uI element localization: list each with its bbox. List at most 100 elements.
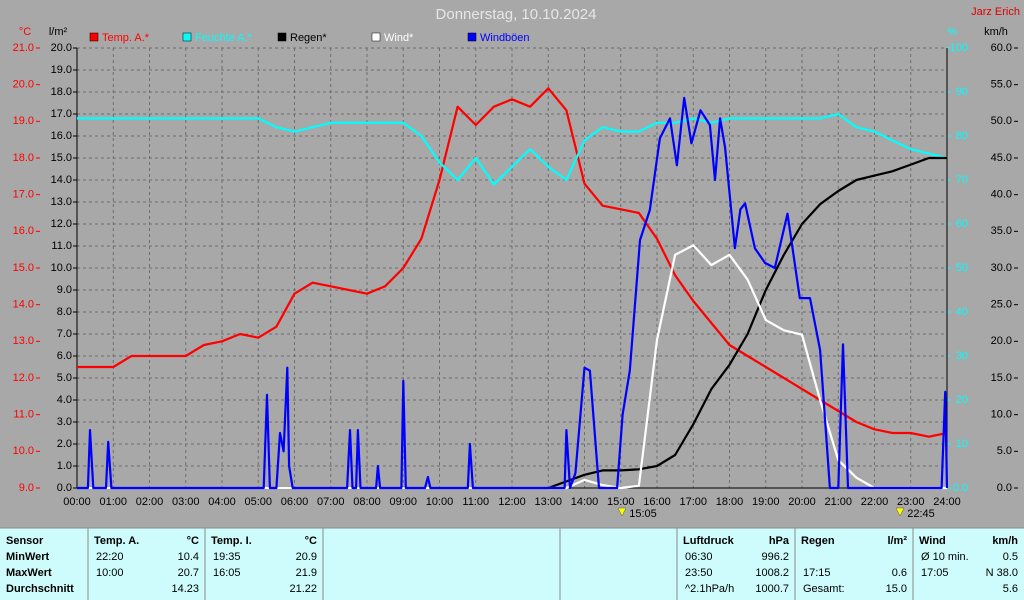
y-tick-label: 10 (956, 438, 968, 450)
y-tick-label: 35.0 (991, 225, 1012, 237)
series-line (77, 87, 948, 438)
cell-value: 20.9 (296, 551, 317, 563)
x-tick-label: 10:00 (426, 496, 454, 508)
axis-unit: km/h (984, 26, 1008, 38)
column-title: Temp. A. (94, 535, 139, 547)
legend-label: Temp. A.* (102, 32, 150, 44)
y-tick-label: 4.0 (57, 394, 72, 406)
row-label: Sensor (6, 535, 44, 547)
x-tick-label: 05:00 (244, 496, 272, 508)
x-tick-label: 11:00 (462, 496, 489, 508)
cell-value: 15.0 (886, 583, 907, 595)
y-tick-label: 20.0 (991, 335, 1012, 347)
column-title: Luftdruck (683, 535, 735, 547)
y-tick-label: 5.0 (57, 372, 72, 384)
y-tick-label: 45.0 (991, 152, 1012, 164)
y-tick-label: 5.0 (997, 445, 1012, 457)
y-tick-label: 16.0 (13, 225, 34, 237)
row-label: MaxWert (6, 567, 52, 579)
legend-swatch (467, 32, 477, 42)
y-tick-label: 0.0 (57, 482, 72, 494)
marker-arrow (617, 507, 627, 517)
cell-label: 06:30 (685, 551, 713, 563)
legend-label: Regen* (290, 32, 327, 44)
cell-label: 19:35 (213, 551, 241, 563)
y-tick-label: 12.0 (13, 372, 34, 384)
x-tick-label: 23:00 (897, 496, 925, 508)
cell-label: Gesamt: (803, 583, 845, 595)
x-tick-label: 06:00 (281, 496, 309, 508)
column-unit: km/h (992, 535, 1018, 547)
cell-label: 22:20 (96, 551, 124, 563)
y-tick-label: 19.0 (13, 115, 34, 127)
column-unit: °C (305, 535, 317, 547)
y-tick-label: 11.0 (13, 409, 34, 421)
y-tick-label: 70 (956, 174, 968, 186)
legend-swatch (89, 32, 99, 42)
cell-label: Ø 10 min. (921, 551, 969, 563)
x-tick-label: 14:00 (571, 496, 599, 508)
y-tick-label: 6.0 (57, 350, 72, 362)
y-tick-label: 13.0 (13, 335, 34, 347)
y-tick-label: 15.0 (51, 152, 72, 164)
x-tick-label: 21:00 (824, 496, 852, 508)
x-tick-label: 17:00 (679, 496, 707, 508)
legend-swatch (277, 32, 287, 42)
y-tick-label: 55.0 (991, 79, 1012, 91)
y-tick-label: 30.0 (991, 262, 1012, 274)
y-tick-label: 80 (956, 130, 968, 142)
x-tick-label: 13:00 (534, 496, 562, 508)
cell-value: 1000.7 (755, 583, 789, 595)
y-tick-label: 10.0 (991, 409, 1012, 421)
y-tick-label: 40.0 (991, 189, 1012, 201)
y-tick-label: 100 (950, 42, 968, 54)
y-tick-label: 10.0 (13, 445, 34, 457)
column-unit: l/m² (887, 535, 907, 547)
x-tick-label: 08:00 (353, 496, 381, 508)
annotation: 22:45 (907, 508, 935, 520)
y-tick-label: 10.0 (51, 262, 72, 274)
y-tick-label: 7.0 (57, 328, 72, 340)
y-tick-label: 17.0 (13, 189, 34, 201)
column-unit: hPa (769, 535, 790, 547)
x-tick-label: 15:00 (607, 496, 635, 508)
x-tick-label: 04:00 (208, 496, 236, 508)
x-tick-label: 12:00 (498, 496, 526, 508)
y-tick-label: 15.0 (13, 262, 34, 274)
y-tick-label: 20.0 (13, 79, 34, 91)
y-tick-label: 90 (956, 86, 968, 98)
annotation: 15:05 (629, 508, 657, 520)
y-tick-label: 18.0 (13, 152, 34, 164)
cell-value: 5.6 (1003, 583, 1018, 595)
author: Jarz Erich (971, 6, 1020, 18)
y-tick-label: 0.0 (997, 482, 1012, 494)
cell-value: 21.22 (289, 583, 317, 595)
cell-value: 21.9 (296, 567, 317, 579)
x-tick-label: 09:00 (389, 496, 417, 508)
series-line (77, 112, 948, 186)
y-tick-label: 40 (956, 306, 968, 318)
cell-label: 23:50 (685, 567, 713, 579)
table-background (0, 528, 1024, 600)
y-tick-label: 18.0 (51, 86, 72, 98)
x-tick-label: 20:00 (788, 496, 816, 508)
axis-unit: l/m² (49, 26, 68, 38)
y-tick-label: 8.0 (57, 306, 72, 318)
y-tick-label: 25.0 (991, 299, 1012, 311)
y-tick-label: 2.0 (57, 438, 72, 450)
y-tick-label: 20.0 (51, 42, 72, 54)
cell-value: 20.7 (178, 567, 199, 579)
y-tick-label: 20 (956, 394, 968, 406)
y-tick-label: 12.0 (51, 218, 72, 230)
y-tick-label: 13.0 (51, 196, 72, 208)
cell-label: 17:05 (921, 567, 949, 579)
cell-value: 1008.2 (755, 567, 789, 579)
y-tick-label: 17.0 (51, 108, 72, 120)
y-tick-label: 30 (956, 350, 968, 362)
column-title: Regen (801, 535, 835, 547)
y-tick-label: 50.0 (991, 115, 1012, 127)
legend-swatch (371, 32, 381, 42)
axis-unit: °C (19, 26, 31, 38)
x-tick-label: 02:00 (136, 496, 164, 508)
